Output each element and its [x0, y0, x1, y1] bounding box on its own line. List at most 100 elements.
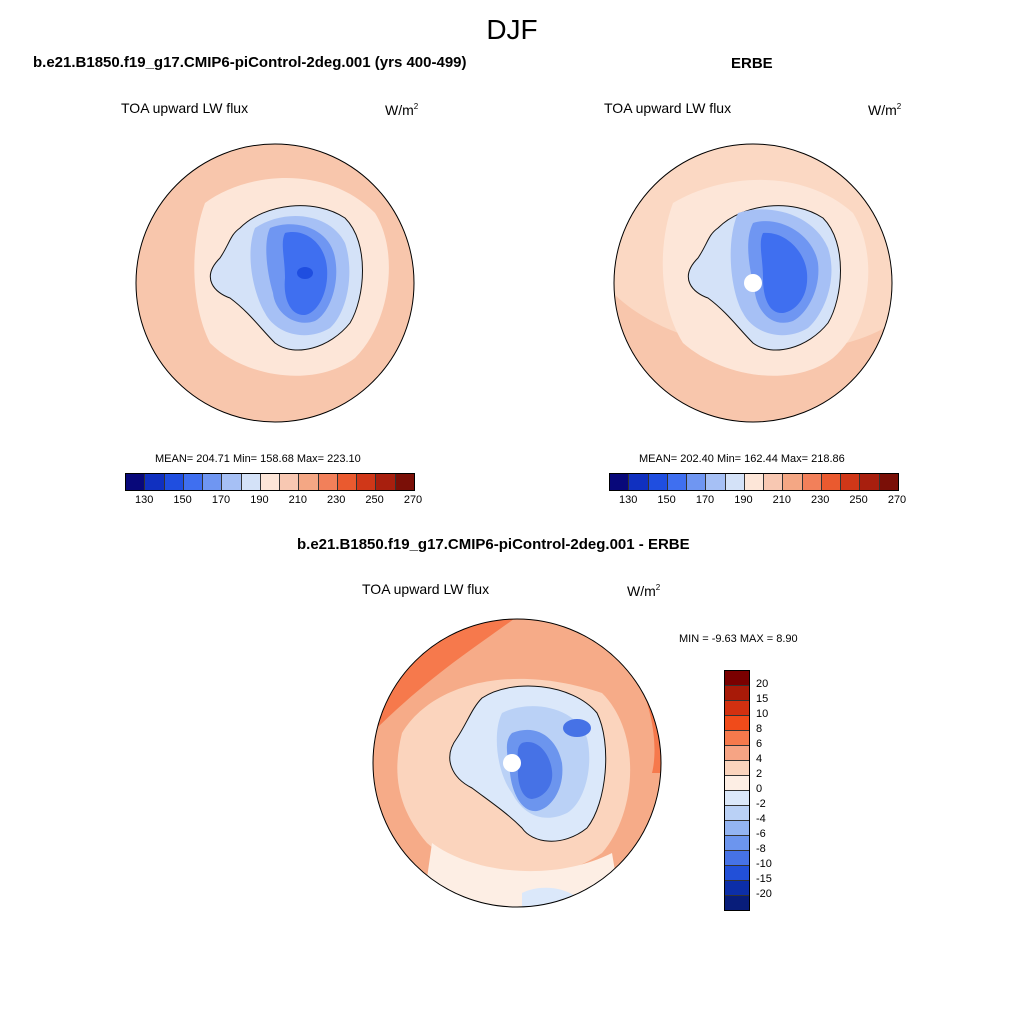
colorbar-swatch [706, 474, 726, 490]
colorbar-swatch [821, 474, 842, 490]
colorbar-swatch [395, 474, 414, 490]
colorbar-swatch [725, 776, 749, 791]
ice-contour-3 [760, 232, 808, 314]
colorbar-swatch [648, 474, 668, 490]
panel-1-map [135, 143, 415, 423]
panel-2-colorbar [609, 473, 899, 491]
colorbar-swatch [667, 474, 688, 490]
colorbar-swatch [687, 474, 707, 490]
colorbar-tick-label: 210 [288, 494, 307, 506]
colorbar-tick-label: 0 [756, 783, 763, 795]
colorbar-swatch [725, 881, 749, 896]
colorbar-tick-label: 130 [619, 494, 638, 506]
colorbar-swatch [725, 474, 745, 490]
missing-data-pole [744, 274, 762, 292]
colorbar-tick-label: 170 [211, 494, 231, 506]
panel-2-stats: MEAN= 202.40 Min= 162.44 Max= 218.86 [639, 453, 845, 465]
colorbar-swatch [725, 746, 749, 761]
map-boundary [613, 143, 893, 423]
colorbar-tick-label: 270 [887, 494, 907, 506]
panel-3-unit: W/m2 [627, 583, 661, 599]
colorbar-tick-label: 170 [695, 494, 715, 506]
colorbar-tick-label: -8 [756, 843, 766, 855]
colorbar-swatch [725, 791, 749, 806]
colorbar-swatch [629, 474, 649, 490]
figure-title: DJF [486, 14, 538, 45]
colorbar-tick-label: 210 [772, 494, 791, 506]
panel-2-unit: W/m2 [868, 102, 902, 118]
colorbar-tick-label: 20 [756, 678, 769, 690]
colorbar-swatch [183, 474, 204, 490]
colorbar-swatch [841, 474, 861, 490]
colorbar-swatch [860, 474, 880, 490]
colorbar-tick-label: 230 [811, 494, 830, 506]
panel-1-colorbar [125, 473, 415, 491]
colorbar-swatch [376, 474, 396, 490]
colorbar-tick-label: 6 [756, 738, 763, 750]
colorbar-swatch [802, 474, 822, 490]
panel-3-variable: TOA upward LW flux [362, 581, 490, 597]
colorbar-swatch [725, 671, 749, 686]
map-boundary [135, 143, 415, 423]
colorbar-tick-label: -15 [756, 873, 772, 885]
map-boundary [372, 618, 662, 908]
colorbar-swatch [145, 474, 165, 490]
colorbar-swatch [299, 474, 319, 490]
panel-1-unit: W/m2 [385, 102, 419, 118]
colorbar-tick-label: 130 [135, 494, 154, 506]
ice-core [297, 267, 313, 279]
colorbar-tick-label: 270 [403, 494, 423, 506]
colorbar-swatch [725, 866, 749, 881]
panel-1-stats: MEAN= 204.71 Min= 158.68 Max= 223.10 [155, 453, 361, 465]
colorbar-swatch [725, 686, 749, 701]
colorbar-tick-label: -20 [756, 888, 772, 900]
colorbar-swatch [203, 474, 223, 490]
colorbar-tick-label: 8 [756, 723, 763, 735]
colorbar-tick-label: 10 [756, 708, 769, 720]
missing-data-pole [503, 754, 521, 772]
colorbar-tick-label: 15 [756, 693, 769, 705]
colorbar-swatch [725, 701, 749, 716]
panel-3-stats: MIN = -9.63 MAX = 8.90 [679, 633, 798, 645]
cool-contour-3 [517, 742, 553, 799]
colorbar-swatch [725, 761, 749, 776]
colorbar-tick-label: 2 [756, 768, 763, 780]
colorbar-swatch [725, 851, 749, 866]
colorbar-tick-label: -4 [756, 813, 766, 825]
panel-2-variable: TOA upward LW flux [604, 100, 732, 116]
colorbar-tick-label: 250 [849, 494, 868, 506]
colorbar-swatch [126, 474, 146, 490]
colorbar-swatch [744, 474, 765, 490]
colorbar-swatch [783, 474, 803, 490]
colorbar-swatch [725, 821, 749, 836]
colorbar-swatch [164, 474, 184, 490]
colorbar-swatch [725, 716, 749, 731]
colorbar-tick-label: 250 [365, 494, 384, 506]
colorbar-tick-label: 4 [756, 753, 763, 765]
cool-core-east [563, 719, 591, 737]
colorbar-swatch [764, 474, 784, 490]
colorbar-tick-label: -10 [756, 858, 772, 870]
colorbar-swatch [610, 474, 630, 490]
colorbar-swatch [337, 474, 358, 490]
colorbar-swatch [725, 731, 749, 746]
colorbar-tick-label: -2 [756, 798, 766, 810]
colorbar-swatch [318, 474, 338, 490]
colorbar-swatch [879, 474, 898, 490]
colorbar-tick-label: -6 [756, 828, 766, 840]
colorbar-swatch [725, 896, 749, 910]
panel-3-colorbar [724, 670, 750, 911]
colorbar-swatch [260, 474, 281, 490]
panel-2-map [613, 143, 893, 423]
panel-1-variable: TOA upward LW flux [121, 100, 249, 116]
colorbar-tick-label: 190 [250, 494, 269, 506]
colorbar-tick-label: 150 [657, 494, 676, 506]
colorbar-tick-label: 150 [173, 494, 192, 506]
colorbar-tick-label: 230 [327, 494, 346, 506]
panel-3-map [372, 618, 662, 908]
colorbar-swatch [280, 474, 300, 490]
colorbar-swatch [241, 474, 261, 490]
panel-1-title: b.e21.B1850.f19_g17.CMIP6-piControl-2deg… [33, 54, 467, 71]
colorbar-swatch [357, 474, 377, 490]
colorbar-swatch [725, 836, 749, 851]
